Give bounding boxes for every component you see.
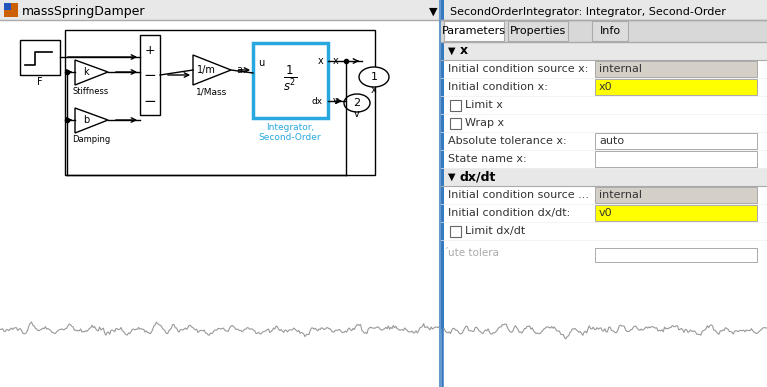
Polygon shape — [75, 108, 108, 133]
Bar — [508, 21, 568, 41]
Bar — [444, 168, 767, 186]
Bar — [0, 0, 440, 20]
Bar — [450, 118, 461, 129]
Text: $\frac{1}{s^2}$: $\frac{1}{s^2}$ — [283, 63, 297, 93]
Text: x: x — [460, 45, 468, 58]
Bar — [0, 20, 440, 387]
Bar — [440, 20, 767, 42]
Bar — [444, 42, 767, 60]
Text: ́ute tolera: ́ute tolera — [448, 248, 499, 258]
Text: F: F — [37, 77, 43, 87]
Text: SecondOrderIntegrator: Integrator, Second-Order: SecondOrderIntegrator: Integrator, Secon… — [450, 7, 726, 17]
Text: massSpringDamper: massSpringDamper — [22, 5, 146, 19]
Text: Wrap x: Wrap x — [465, 118, 504, 128]
Text: State name x:: State name x: — [448, 154, 527, 164]
Ellipse shape — [359, 67, 389, 87]
Text: x: x — [333, 56, 339, 66]
Text: x0: x0 — [599, 82, 613, 92]
Text: Second-Order: Second-Order — [258, 134, 321, 142]
Text: v: v — [333, 96, 339, 106]
Bar — [595, 205, 757, 221]
Bar — [440, 0, 767, 387]
Text: Initial condition source ...: Initial condition source ... — [448, 190, 589, 200]
Text: Initial condition x:: Initial condition x: — [448, 82, 548, 92]
Text: Initial condition dx/dt:: Initial condition dx/dt: — [448, 208, 570, 218]
Text: Limit x: Limit x — [465, 100, 503, 110]
Bar — [440, 0, 767, 20]
Polygon shape — [193, 55, 231, 85]
Text: −: − — [143, 67, 156, 82]
Text: −: − — [143, 94, 156, 108]
Bar — [592, 21, 628, 41]
Text: 2: 2 — [354, 98, 360, 108]
Text: v: v — [354, 109, 360, 119]
Text: Absolute tolerance x:: Absolute tolerance x: — [448, 136, 567, 146]
Text: ▼: ▼ — [448, 172, 456, 182]
Text: x: x — [318, 56, 323, 66]
Bar — [4, 3, 11, 10]
Text: Properties: Properties — [510, 26, 566, 36]
Polygon shape — [75, 60, 108, 85]
Text: Limit dx/dt: Limit dx/dt — [465, 226, 525, 236]
Text: dx/dt: dx/dt — [460, 171, 496, 183]
Ellipse shape — [344, 94, 370, 112]
Text: Parameters: Parameters — [442, 26, 506, 36]
Text: 1: 1 — [370, 72, 377, 82]
Text: ▼: ▼ — [448, 46, 456, 56]
Text: Stiffness: Stiffness — [73, 87, 109, 96]
Text: Initial condition source x:: Initial condition source x: — [448, 64, 588, 74]
Text: +: + — [145, 43, 155, 57]
Text: u: u — [258, 58, 265, 68]
Text: b: b — [83, 115, 89, 125]
Text: 1/m: 1/m — [196, 65, 216, 75]
Bar — [595, 248, 757, 262]
Bar — [595, 187, 757, 203]
Text: k: k — [83, 67, 89, 77]
Bar — [450, 100, 461, 111]
Text: ▼: ▼ — [429, 7, 437, 17]
Bar — [444, 42, 767, 387]
Bar — [0, 0, 440, 387]
Bar — [4, 3, 18, 17]
Text: Info: Info — [600, 26, 621, 36]
Bar — [444, 21, 504, 41]
Bar — [595, 133, 757, 149]
Bar — [253, 43, 328, 118]
Text: a: a — [236, 65, 242, 75]
Bar — [440, 0, 444, 387]
Text: Integrator,: Integrator, — [266, 123, 314, 132]
Text: Damping: Damping — [72, 135, 110, 144]
Text: 1/Mass: 1/Mass — [196, 87, 228, 96]
Text: internal: internal — [599, 190, 642, 200]
Bar — [20, 40, 60, 75]
Bar — [65, 30, 375, 175]
Text: auto: auto — [599, 136, 624, 146]
Bar — [140, 35, 160, 115]
Bar — [450, 226, 461, 237]
Bar — [595, 61, 757, 77]
Text: internal: internal — [599, 64, 642, 74]
Bar — [595, 79, 757, 95]
Text: v0: v0 — [599, 208, 613, 218]
Text: x: x — [371, 85, 377, 95]
Text: dx: dx — [312, 96, 323, 106]
Bar — [595, 151, 757, 167]
